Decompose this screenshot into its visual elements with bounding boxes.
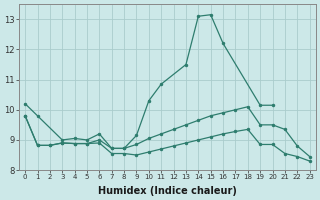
X-axis label: Humidex (Indice chaleur): Humidex (Indice chaleur) (98, 186, 237, 196)
